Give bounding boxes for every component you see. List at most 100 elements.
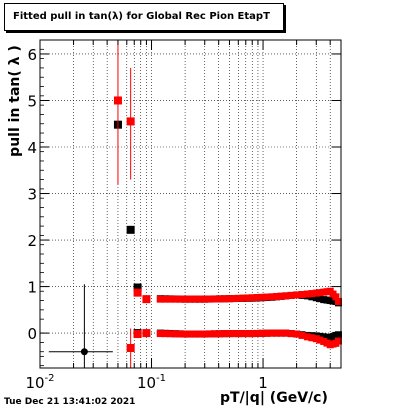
band-marker <box>253 294 261 302</box>
y-tick-label: 3 <box>27 186 37 204</box>
x-tick-label: 10-1 <box>137 373 166 392</box>
y-tick-label: 0 <box>27 325 37 343</box>
band-marker <box>211 330 219 338</box>
band-marker <box>239 330 247 338</box>
band-marker <box>225 295 233 303</box>
band-marker <box>263 329 271 337</box>
band-marker <box>191 330 199 338</box>
band-marker <box>186 330 194 338</box>
band-marker <box>277 292 285 300</box>
band-marker <box>225 330 233 338</box>
plot-frame <box>39 39 342 369</box>
band-marker <box>316 332 324 340</box>
band-marker <box>303 333 311 341</box>
band-marker <box>176 295 184 303</box>
band-marker <box>303 290 311 298</box>
band-marker <box>161 295 169 303</box>
band-marker <box>201 295 209 303</box>
band-marker <box>156 295 164 303</box>
band-marker <box>176 330 184 338</box>
y-tick-label: 2 <box>27 232 37 250</box>
band-marker <box>298 290 306 298</box>
band-marker <box>166 295 174 303</box>
band-marker <box>293 330 301 338</box>
band-marker <box>334 297 342 305</box>
x-tick-label: 10-2 <box>25 373 54 392</box>
x-tick-label: 1 <box>258 374 268 392</box>
data-point <box>80 348 88 356</box>
data-point <box>133 288 142 297</box>
band-marker <box>253 329 261 337</box>
timestamp: Tue Dec 21 13:41:02 2021 <box>4 397 136 407</box>
band-marker <box>298 331 306 339</box>
band-marker <box>312 294 320 302</box>
band-marker <box>268 293 276 301</box>
band-marker <box>273 293 281 301</box>
band-marker <box>316 336 324 344</box>
axes: 0 1 2 3 4 5 6 10-2 10-1 1 <box>25 39 342 392</box>
y-tick-label: 5 <box>27 92 37 110</box>
band-marker <box>287 330 295 338</box>
band-marker <box>181 295 189 303</box>
band-marker <box>201 330 209 338</box>
data-layer <box>48 40 342 368</box>
band-marker <box>230 330 238 338</box>
band-marker <box>332 293 340 301</box>
band-marker <box>282 329 290 337</box>
band-marker <box>221 295 229 303</box>
y-tick-label: 1 <box>27 279 37 297</box>
band-marker <box>258 293 266 301</box>
band-marker <box>293 291 301 299</box>
band-marker <box>248 294 256 302</box>
band-marker <box>206 295 214 303</box>
data-point <box>133 330 142 339</box>
data-point <box>142 329 151 338</box>
chart-title-box: Fitted pull in tan(λ) for Global Rec Pio… <box>4 3 284 31</box>
band-marker <box>312 289 320 297</box>
band-marker <box>156 330 164 338</box>
band-marker <box>196 295 204 303</box>
band-marker <box>258 329 266 337</box>
band-marker <box>196 330 204 338</box>
band-marker <box>181 330 189 338</box>
x-axis-label: pT/|q| (GeV/c) <box>220 390 328 406</box>
band-marker <box>171 295 179 303</box>
y-tick-label: 6 <box>27 46 37 64</box>
band-marker <box>216 330 224 338</box>
band-marker <box>282 292 290 300</box>
band-marker <box>244 330 252 338</box>
band-marker <box>244 294 252 302</box>
band-marker <box>277 329 285 337</box>
chart-title: Fitted pull in tan(λ) for Global Rec Pio… <box>13 11 270 22</box>
band-marker <box>166 330 174 338</box>
band-marker <box>206 330 214 338</box>
band-marker <box>230 294 238 302</box>
y-axis-label: pull in tan( λ ) <box>7 45 23 157</box>
data-point <box>142 295 151 304</box>
band-marker <box>171 330 179 338</box>
x-tick-exponent: -2 <box>45 373 55 384</box>
band-marker <box>316 289 324 297</box>
grid-lines <box>39 40 342 368</box>
data-point <box>126 225 135 234</box>
band-marker <box>308 290 316 298</box>
data-point <box>126 117 135 126</box>
band-marker <box>235 294 243 302</box>
band-marker <box>161 330 169 338</box>
band-marker <box>263 293 271 301</box>
y-tick-label: 4 <box>27 139 37 157</box>
band-marker <box>191 295 199 303</box>
band-marker <box>308 334 316 342</box>
band-marker <box>248 330 256 338</box>
band-marker <box>221 330 229 338</box>
data-point <box>126 343 135 352</box>
band-marker <box>268 329 276 337</box>
band-marker <box>334 337 342 345</box>
band-marker <box>273 329 281 337</box>
band-marker <box>186 295 194 303</box>
band-marker <box>216 295 224 303</box>
band-marker <box>312 335 320 343</box>
data-point <box>133 283 142 292</box>
band-marker <box>334 331 342 339</box>
